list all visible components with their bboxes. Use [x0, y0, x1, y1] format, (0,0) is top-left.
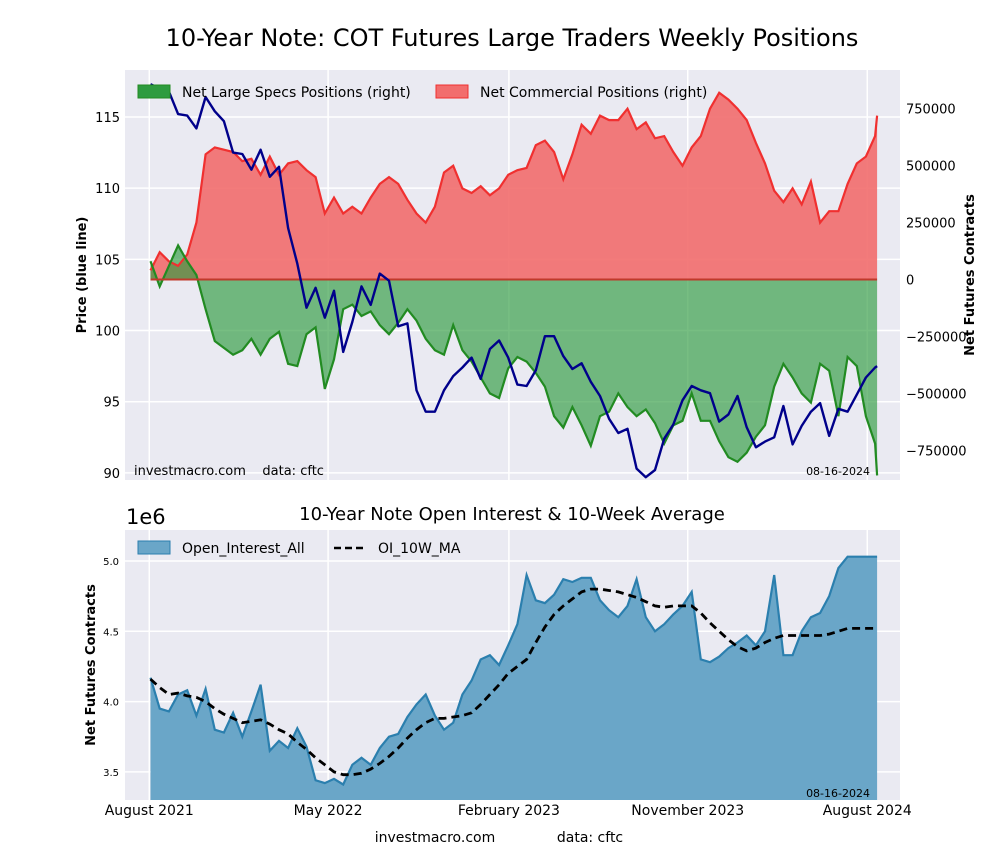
- bottom-legend: Open_Interest_All OI_10W_MA: [137, 540, 461, 557]
- bottom-panel: 10-Year Note Open Interest & 10-Week Ave…: [84, 504, 912, 819]
- price-line: [149, 83, 878, 479]
- legend-label-comm: Net Commercial Positions (right): [480, 85, 707, 101]
- top-right-tick-label: 500000: [906, 160, 956, 175]
- ma-line: [149, 587, 878, 777]
- comm-line: [149, 91, 879, 271]
- bottom-y-tick-label: 3.5: [103, 768, 119, 779]
- top-price-line: [149, 83, 878, 479]
- bottom-title: 10-Year Note Open Interest & 10-Week Ave…: [299, 504, 725, 525]
- figure-title: 10-Year Note: COT Futures Large Traders …: [166, 24, 859, 52]
- legend-label-oi: Open_Interest_All: [182, 541, 305, 557]
- bottom-x-tick-label: November 2023: [631, 803, 744, 819]
- bottom-y-axis-label: Net Futures Contracts: [84, 584, 99, 746]
- top-left-tick-label: 105: [95, 253, 120, 268]
- top-right-tick-label: 0: [906, 274, 914, 289]
- top-left-axis-label: Price (blue line): [75, 217, 90, 334]
- top-source-note: investmacro.com data: cftc: [134, 464, 324, 479]
- legend-swatch-oi: [137, 540, 171, 555]
- top-right-tick-label: −250000: [906, 331, 967, 346]
- bottom-x-tick-label: August 2024: [823, 803, 912, 819]
- top-left-tick-label: 115: [95, 111, 120, 126]
- legend-swatch-comm: [435, 84, 469, 99]
- legend-label-specs: Net Large Specs Positions (right): [182, 85, 411, 101]
- bottom-y-ticks: 5.0 4.5 4.0 3.5: [103, 557, 119, 779]
- legend-label-ma: OI_10W_MA: [378, 541, 461, 557]
- bottom-ma-line: [149, 587, 878, 777]
- bottom-area: [149, 555, 878, 800]
- top-panel: 115 110 105 100 95 90 750000 500000 250000 0 −250…: [75, 70, 978, 482]
- bottom-x-tick-label: August 2021: [105, 803, 194, 819]
- top-left-tick-label: 110: [95, 182, 120, 197]
- top-left-tick-label: 90: [103, 467, 120, 482]
- oi-line: [149, 555, 878, 787]
- top-areas: [149, 91, 879, 476]
- footer-data: data: cftc: [557, 830, 623, 846]
- bottom-scale-label: 1e6: [126, 505, 166, 529]
- top-legend: Net Large Specs Positions (right) Net Co…: [137, 84, 707, 101]
- bottom-date-stamp: 08-16-2024: [806, 787, 870, 800]
- top-left-ticks: 115 110 105 100 95 90: [95, 111, 120, 482]
- bottom-y-tick-label: 5.0: [103, 557, 119, 568]
- bottom-y-tick-label: 4.0: [103, 698, 119, 709]
- oi-area: [150, 556, 878, 800]
- top-right-ticks: 750000 500000 250000 0 −250000 −500000 −750000: [906, 103, 967, 460]
- top-left-tick-label: 100: [95, 325, 120, 340]
- top-date-stamp: 08-16-2024: [806, 465, 870, 478]
- top-right-tick-label: −500000: [906, 387, 967, 402]
- top-right-tick-label: −750000: [906, 444, 967, 459]
- legend-swatch-specs: [137, 84, 171, 99]
- specs-line: [149, 242, 879, 476]
- top-right-tick-label: 750000: [906, 103, 956, 118]
- bottom-x-tick-label: February 2023: [458, 803, 560, 819]
- bottom-x-ticks: August 2021 May 2022 February 2023 November…: [105, 803, 912, 819]
- bottom-x-tick-label: May 2022: [294, 803, 363, 819]
- comm-area: [150, 92, 878, 280]
- footer-source: investmacro.com: [375, 830, 495, 846]
- top-right-axis-label: Net Futures Contracts: [963, 194, 978, 356]
- top-left-tick-label: 95: [103, 396, 120, 411]
- top-right-tick-label: 250000: [906, 217, 956, 232]
- bottom-y-tick-label: 4.5: [103, 627, 119, 638]
